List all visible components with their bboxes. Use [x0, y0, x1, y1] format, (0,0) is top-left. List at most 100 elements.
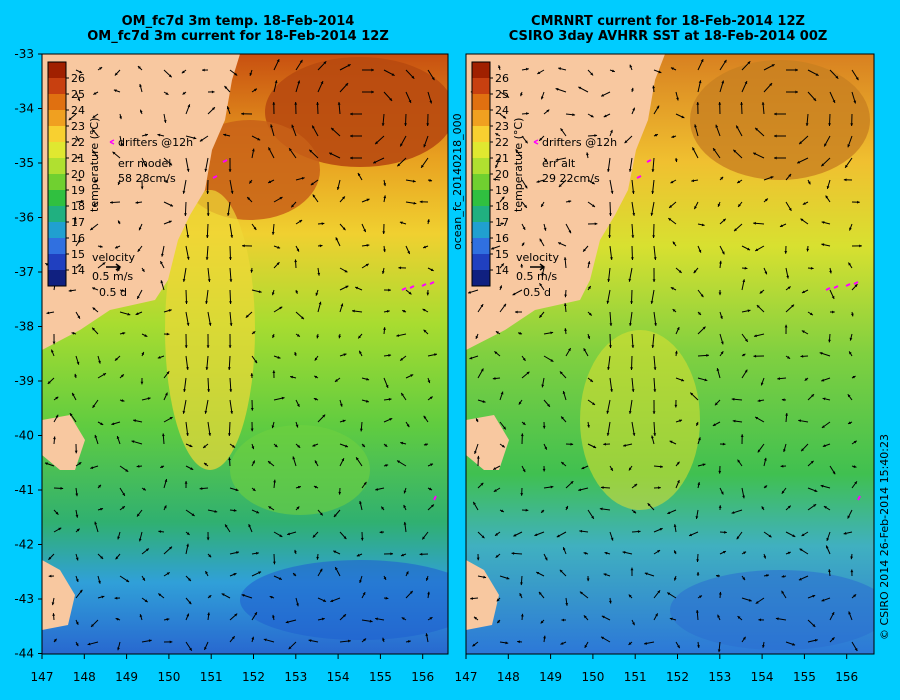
velocity-arrow-head: [628, 642, 632, 645]
velocity-arrow-head: [404, 123, 408, 126]
velocity-arrow-head: [382, 231, 386, 234]
right-velocity-speed: 0.5 m/s: [516, 270, 557, 283]
velocity-arrow-head: [787, 505, 791, 509]
velocity-arrow-head: [312, 194, 316, 198]
velocity-arrow-head: [568, 200, 572, 203]
velocity-arrow-head: [506, 576, 510, 580]
y-tick-label: -38: [14, 320, 34, 334]
velocity-arrow-head: [421, 164, 424, 168]
velocity-arrow-head: [824, 143, 827, 147]
right-x-tick-label: 149: [539, 670, 562, 684]
velocity-arrow-head: [813, 504, 817, 507]
velocity-arrow-head: [168, 220, 172, 224]
left-x-tick-label: 151: [200, 670, 223, 684]
velocity-arrow-head: [588, 312, 592, 316]
velocity-arrow-head: [695, 516, 699, 519]
velocity-arrow-head: [788, 207, 792, 211]
right-x-tick-label: 156: [835, 670, 858, 684]
velocity-arrow-head: [628, 411, 632, 414]
velocity-arrow-head: [229, 323, 233, 326]
left-x-tick-label: 154: [327, 670, 350, 684]
velocity-arrow-head: [712, 423, 716, 426]
velocity-arrow-head: [92, 287, 96, 290]
velocity-arrow-head: [718, 292, 722, 296]
velocity-arrow-head: [668, 218, 672, 221]
velocity-arrow-head: [561, 416, 564, 420]
velocity-arrow-head: [403, 504, 407, 508]
velocity-arrow-head: [274, 80, 278, 84]
velocity-arrow-head: [102, 373, 106, 376]
right-land-nsw: [466, 54, 665, 350]
velocity-arrow-head: [401, 553, 404, 557]
velocity-arrow-head: [498, 65, 501, 69]
velocity-arrow-head: [652, 235, 656, 238]
left-land-tasmania: [42, 560, 75, 630]
velocity-arrow-head: [296, 603, 299, 607]
velocity-arrow-head: [359, 428, 363, 432]
velocity-arrow-head: [558, 184, 562, 188]
velocity-arrow-head: [419, 200, 423, 204]
velocity-arrow-head: [117, 536, 120, 540]
velocity-arrow-head: [78, 462, 82, 466]
velocity-arrow-head: [161, 433, 165, 437]
velocity-arrow-head: [850, 569, 854, 573]
velocity-arrow-head: [160, 261, 163, 265]
velocity-arrow-head: [423, 415, 427, 419]
velocity-arrow-head: [141, 268, 145, 272]
velocity-arrow-head: [546, 109, 550, 113]
left-ear-tongue: [165, 190, 255, 470]
velocity-arrow-head: [313, 485, 317, 489]
velocity-arrow-head: [388, 397, 392, 401]
velocity-arrow-head: [269, 595, 273, 599]
velocity-arrow-head: [658, 486, 661, 490]
velocity-arrow-head: [651, 169, 655, 172]
velocity-arrow-head: [342, 419, 346, 423]
velocity-arrow-head: [224, 86, 228, 89]
velocity-arrow-head: [400, 143, 403, 147]
right-velocity-label: velocity: [516, 251, 559, 264]
velocity-arrow-head: [849, 351, 852, 355]
velocity-arrow-head: [228, 345, 232, 348]
velocity-arrow-head: [93, 92, 97, 95]
velocity-arrow-head: [657, 590, 661, 594]
velocity-arrow-head: [857, 200, 860, 204]
velocity-arrow-head: [125, 469, 129, 472]
velocity-arrow-head: [828, 569, 831, 572]
velocity-arrow-head: [734, 228, 737, 232]
velocity-arrow-head: [637, 530, 641, 533]
right-colorbar-swatch: [472, 254, 490, 270]
velocity-arrow-head: [317, 272, 321, 276]
velocity-arrow-head: [403, 521, 407, 525]
velocity-arrow-head: [586, 578, 590, 582]
left-map: [42, 54, 448, 654]
velocity-arrow-head: [92, 404, 96, 408]
velocity-arrow-head: [525, 508, 529, 512]
velocity-arrow-head: [411, 75, 415, 79]
velocity-arrow-head: [233, 509, 237, 512]
velocity-arrow-head: [522, 469, 526, 473]
velocity-arrow-head: [165, 179, 169, 183]
velocity-arrow-head: [849, 337, 853, 341]
velocity-arrow-head: [102, 262, 106, 266]
velocity-arrow-head: [607, 367, 610, 370]
velocity-arrow-head: [350, 134, 353, 138]
velocity-arrow-head: [792, 642, 796, 646]
velocity-arrow-head: [423, 329, 427, 333]
velocity-arrow-head: [135, 312, 139, 315]
velocity-arrow-head: [271, 425, 275, 429]
velocity-arrow-head: [184, 481, 188, 484]
velocity-arrow-head: [115, 245, 119, 249]
velocity-arrow-head: [289, 148, 292, 152]
velocity-arrow-head: [755, 248, 759, 251]
velocity-arrow-head: [753, 221, 756, 225]
velocity-arrow-head: [90, 466, 94, 470]
velocity-arrow-head: [622, 551, 626, 554]
velocity-arrow-head: [667, 592, 671, 596]
velocity-arrow-head: [350, 156, 353, 160]
velocity-arrow-head: [676, 97, 679, 101]
velocity-arrow-head: [760, 382, 764, 386]
file-label: ocean_fc_20140218_000: [451, 113, 464, 250]
velocity-arrow-head: [689, 533, 693, 537]
velocity-arrow-head: [821, 378, 825, 382]
velocity-arrow-head: [652, 411, 656, 414]
